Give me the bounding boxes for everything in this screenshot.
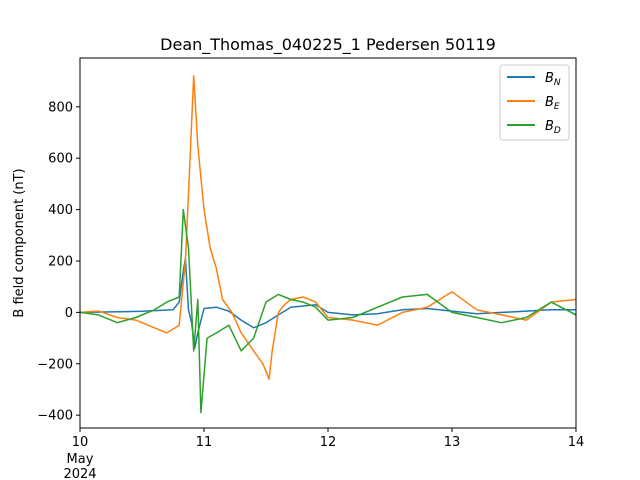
legend-label-n: BN bbox=[545, 71, 561, 88]
y-axis-label: B field component (nT) bbox=[12, 168, 27, 317]
y-axis: −400 −200 0 200 400 600 800 bbox=[37, 100, 80, 424]
series-line-d bbox=[80, 208, 576, 414]
x-tick-sublabel: 2024 bbox=[63, 467, 96, 480]
series-layer bbox=[80, 75, 576, 414]
y-tick-label: 400 bbox=[48, 203, 73, 218]
y-tick-label: 800 bbox=[48, 100, 73, 115]
legend-label-d: BD bbox=[545, 119, 561, 136]
y-tick-label: 600 bbox=[48, 152, 73, 167]
legend: BN BE BD bbox=[499, 64, 570, 141]
series-line-n bbox=[80, 257, 576, 350]
y-tick-label: 0 bbox=[65, 306, 73, 321]
x-tick-label: 11 bbox=[196, 435, 213, 450]
x-tick-label: 13 bbox=[444, 435, 461, 450]
y-tick-label: 200 bbox=[48, 254, 73, 269]
x-tick-label: 14 bbox=[568, 435, 585, 450]
y-tick-label: −400 bbox=[37, 409, 73, 424]
x-tick-label: 12 bbox=[320, 435, 337, 450]
legend-box bbox=[499, 64, 570, 141]
series-line-e bbox=[80, 75, 576, 380]
x-tick-label: 10 bbox=[72, 435, 89, 450]
legend-label-e: BE bbox=[545, 95, 560, 112]
chart-title: Dean_Thomas_040225_1 Pedersen 50119 bbox=[160, 35, 496, 55]
x-tick-sublabel: May bbox=[67, 452, 94, 467]
y-tick-label: −200 bbox=[37, 357, 73, 372]
